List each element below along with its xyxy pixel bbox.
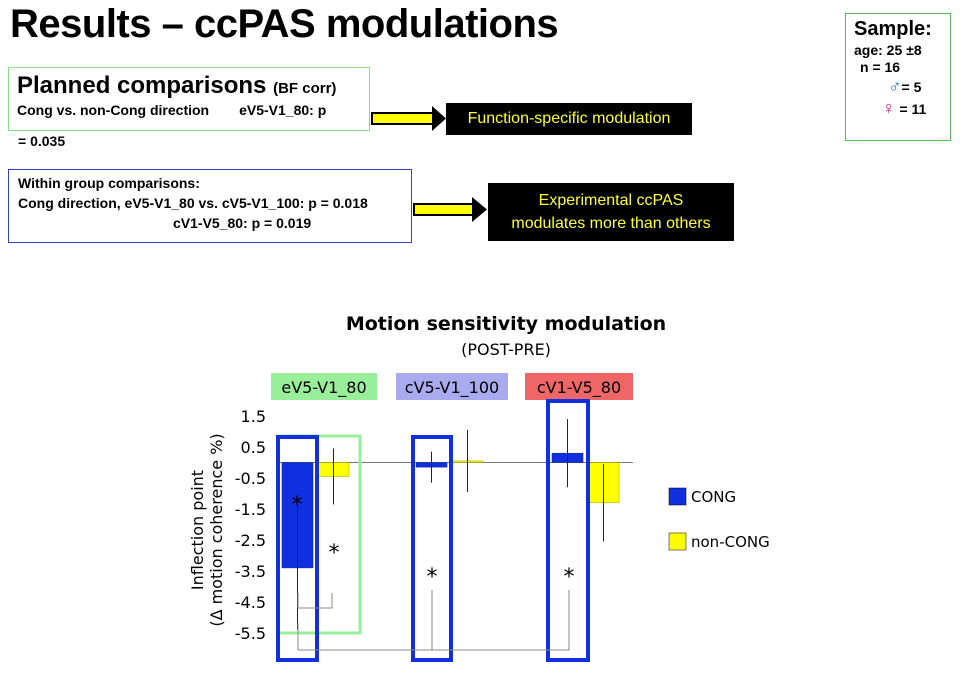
y-tick-label-7: -5.5 <box>235 624 266 643</box>
y-axis-label: Inflection point (Δ motion coherence %) <box>188 433 226 626</box>
category-labels: eV5-V1_80 cV5-V1_100 cV1-V5_80 <box>271 373 633 400</box>
callout-function-specific: Function-specific modulation <box>446 103 692 135</box>
sample-age: age: 25 ±8 <box>854 42 922 58</box>
male-icon: ♂ <box>888 76 902 96</box>
y-axis-label-line2: (Δ motion coherence %) <box>207 433 226 626</box>
legend-label-cong: CONG <box>691 488 736 506</box>
y-axis-label-line1: Inflection point <box>188 470 207 590</box>
within-group-box: Within group comparisons: Cong direction… <box>8 169 412 243</box>
sample-box: Sample: age: 25 ±8 n = 16 ♂= 5 ♀ = 11 <box>845 13 951 141</box>
bracket-across <box>297 590 570 651</box>
legend: CONG non-CONG <box>668 487 770 551</box>
planned-heading-note: (BF corr) <box>273 80 337 97</box>
y-tick-label-4: -2.5 <box>235 531 266 550</box>
annotation-star-3: * <box>564 565 575 590</box>
category-label-0: eV5-V1_80 <box>281 378 366 398</box>
sample-female: ♀ = 11 <box>882 98 927 118</box>
blue-frame-2 <box>546 399 590 662</box>
y-tick-label-3: -1.5 <box>235 500 266 519</box>
category-bg-1 <box>396 373 508 400</box>
y-tick-label-5: -3.5 <box>235 562 266 581</box>
callout-experimental-line2: modulates more than others <box>511 215 711 232</box>
arrow-2 <box>413 197 487 222</box>
annotation-star-1: * <box>329 541 340 566</box>
female-icon: ♀ <box>882 98 896 118</box>
y-tick-label-6: -4.5 <box>235 593 266 612</box>
page-title: Results – ccPAS modulations <box>10 2 559 46</box>
y-tick-label-1: 0.5 <box>241 438 266 457</box>
within-line3: cV1-V5_80: p = 0.019 <box>173 215 312 231</box>
chart-title: Motion sensitivity modulation <box>346 313 666 335</box>
within-line1: Within group comparisons: <box>18 175 200 191</box>
sample-n: n = 16 <box>860 59 901 75</box>
significance-brackets <box>297 590 570 651</box>
y-tick-label-0: 1.5 <box>241 407 266 426</box>
y-tick-label-2: -0.5 <box>235 469 266 488</box>
plot-area: 1.5 0.5 -0.5 -1.5 -2.5 -3.5 -4.5 -5.5 <box>235 407 633 643</box>
arrow-1 <box>371 106 446 131</box>
planned-comparisons-box: Planned comparisons (BF corr) Cong vs. n… <box>8 67 370 149</box>
blue-frame-0 <box>276 435 319 662</box>
category-bg-0 <box>271 373 377 400</box>
annotation-star-0: * <box>292 493 303 518</box>
planned-line1: Cong vs. non-Cong direction eV5-V1_80: p <box>17 102 327 118</box>
legend-label-noncong: non-CONG <box>691 533 770 551</box>
bracket-within <box>297 593 333 609</box>
planned-heading: Planned comparisons (BF corr) <box>17 72 337 99</box>
annotation-star-2: * <box>427 565 438 590</box>
legend-swatch-cong <box>668 487 687 506</box>
planned-line2: = 0.035 <box>18 133 66 149</box>
legend-swatch-noncong <box>668 532 687 551</box>
annotations: * * * * <box>292 493 575 590</box>
category-bg-2 <box>525 373 633 400</box>
chart-subtitle: (POST-PRE) <box>461 340 551 359</box>
category-label-2: cV1-V5_80 <box>537 378 621 398</box>
sample-heading: Sample: <box>854 18 932 40</box>
callout-experimental-line1: Experimental ccPAS <box>538 192 684 209</box>
within-line2: Cong direction, eV5-V1_80 vs. cV5-V1_100… <box>18 195 368 211</box>
blue-frame-1 <box>411 435 453 662</box>
sample-male: ♂= 5 <box>888 76 922 96</box>
category-label-1: cV5-V1_100 <box>405 378 499 398</box>
callout-experimental: Experimental ccPAS modulates more than o… <box>488 183 734 241</box>
